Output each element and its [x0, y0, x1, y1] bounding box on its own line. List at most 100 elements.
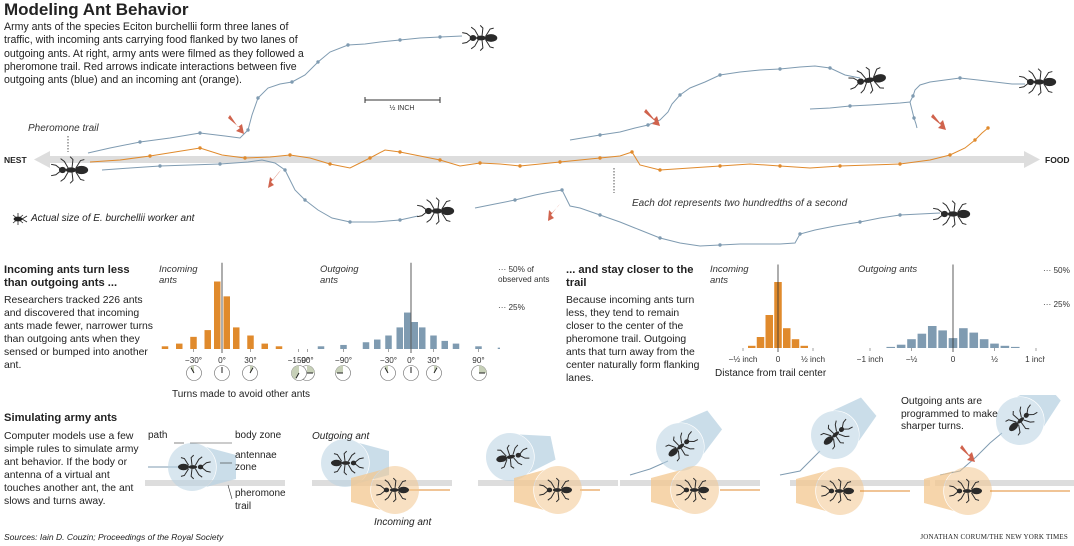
trail-map: ½ INCH NEST FOOD Pheromone trail Each do…: [4, 25, 1070, 247]
ant-icon: [820, 418, 853, 450]
ant-silhouettes: [51, 25, 1057, 228]
credit: JONATHAN CORUM/THE NEW YORK TIMES: [920, 533, 1068, 541]
tick-label: ½ inch: [801, 355, 826, 364]
antennae-zone: [1017, 395, 1061, 427]
label-zone: zone: [235, 462, 257, 473]
trail-dot: [316, 60, 320, 64]
ant-icon: [676, 477, 710, 503]
antennae-zone: [351, 470, 381, 510]
histogram-bar: [938, 330, 947, 348]
trail-dot: [828, 66, 832, 70]
antennae-zone: [796, 471, 826, 511]
trail-dot: [973, 138, 977, 142]
turns-heading: Incoming ants turn less than outgoing an…: [4, 264, 130, 289]
sim-trail: [935, 480, 1074, 486]
histogram-bar: [204, 330, 211, 349]
trail-dot: [858, 220, 862, 224]
ant-icon: [949, 478, 983, 504]
leader-line: [227, 484, 233, 500]
trail-dot: [346, 43, 350, 47]
ant-icon: [933, 200, 971, 228]
trail-dot: [198, 131, 202, 135]
trail-dot: [290, 80, 294, 84]
tick-label: −90°: [335, 356, 352, 365]
histogram-bar: [979, 339, 989, 348]
trail-dot: [958, 76, 962, 80]
outgoing-dots: [138, 35, 962, 247]
outgoing-path-5: [809, 77, 1025, 110]
closer-ref-25: ··· 25%: [1043, 300, 1070, 309]
trail-dot: [243, 156, 247, 160]
trail-dot: [798, 232, 802, 236]
histogram-bar: [791, 339, 800, 348]
trail-dot: [986, 126, 990, 130]
histogram-bar: [1000, 345, 1010, 348]
label-trail: trail: [235, 501, 251, 512]
turns-incoming-label: Incoming ants: [159, 264, 198, 286]
trail-dot: [658, 236, 662, 240]
histogram-bar: [907, 339, 916, 348]
histogram-bar: [959, 328, 968, 348]
trail-dot: [646, 123, 650, 127]
trail-dot: [398, 38, 402, 42]
histogram-bar: [374, 339, 381, 349]
label-pheromone: pheromone: [235, 488, 286, 499]
turn-dial-wedge: [335, 365, 343, 373]
ant-icon: [330, 450, 364, 476]
antennae-zone: [678, 410, 723, 455]
histogram-bar: [317, 346, 325, 349]
sim-heading: Simulating army ants: [4, 412, 118, 424]
trail-arrow-left: [34, 151, 50, 168]
histogram-bar: [800, 345, 808, 348]
intro-text: Army ants of the species Eciton burchell…: [4, 21, 304, 87]
antennae-zone: [519, 434, 556, 474]
trail-dot: [218, 162, 222, 166]
ant-icon: [1005, 404, 1038, 436]
closer-body: Because incoming ants turn less, they te…: [566, 295, 700, 384]
interaction-arrow: [268, 170, 281, 188]
turns-body: Researchers tracked 226 ants and discove…: [4, 295, 153, 371]
histogram-bar: [748, 345, 756, 348]
trail-dot: [598, 156, 602, 160]
trail-dot: [560, 188, 564, 192]
histogram-bar: [419, 327, 426, 349]
turns-caption: Turns made to avoid other ants: [172, 389, 311, 400]
trail-dot: [718, 243, 722, 247]
turn-dial-needle: [295, 372, 300, 379]
sim-body: Computer models use a few simple rules t…: [4, 431, 139, 507]
antennae-zone: [514, 470, 544, 510]
tick-label: 90°: [301, 356, 313, 365]
trail-dot: [158, 164, 162, 168]
dot-note: Each dot represents two hundredths of a …: [632, 198, 848, 209]
ant-icon: [665, 431, 699, 462]
trail-dot: [898, 213, 902, 217]
distance-histograms: −½ inch 0 ½ inch −1 inch −½ 0 ½ 1 inch: [729, 264, 1045, 364]
ant-icon: [821, 478, 855, 504]
tick-label: −30°: [185, 356, 202, 365]
tick-label: 30°: [244, 356, 256, 365]
outgoing-path-4: [474, 189, 941, 247]
tick-label: −½ inch: [729, 355, 758, 364]
trail-dot: [328, 162, 332, 166]
trail-dot: [598, 213, 602, 217]
histogram-bar: [917, 333, 927, 348]
closer-ref-25-text: 25%: [1053, 300, 1070, 309]
sim-path: [779, 450, 821, 476]
outgoing-path-2: [101, 159, 419, 223]
trail-dot: [838, 164, 842, 168]
trail-dot: [438, 35, 442, 39]
interaction-arrow: [644, 109, 660, 126]
turn-dial-wedge: [479, 365, 487, 373]
interaction-arrow: [931, 114, 946, 130]
trail-dot: [148, 154, 152, 158]
trail-dot: [658, 168, 662, 172]
histogram-bar: [340, 344, 347, 349]
histogram-bar: [214, 281, 221, 349]
trail-dot: [256, 96, 260, 100]
turns-histograms: −90°−30°0°30°90°−150°−90°−30°0°30°90°150…: [161, 262, 500, 381]
tick-label: −30°: [380, 356, 397, 365]
ant-icon: [376, 477, 410, 503]
turns-ref-25: ··· 25%: [498, 303, 525, 312]
interaction-arrow: [228, 115, 244, 134]
trail-dot: [246, 128, 250, 132]
